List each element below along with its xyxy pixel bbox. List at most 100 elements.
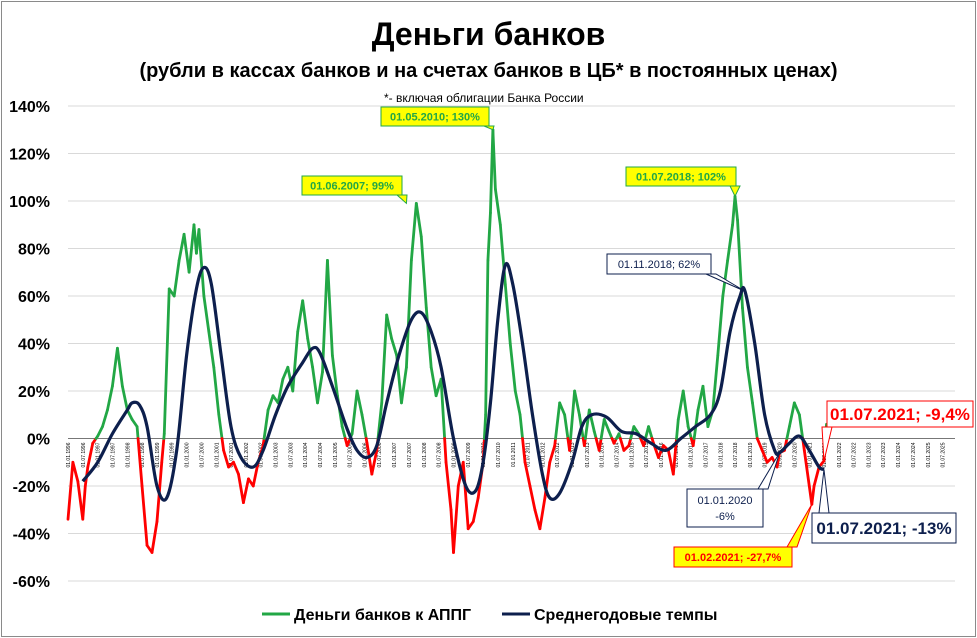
series-segment [788,401,796,429]
x-tick-label: 01.07.1999 [170,442,176,467]
annotation-box [606,253,712,275]
series-segment [135,425,140,440]
y-tick-label: 40% [18,337,50,354]
annotation-pointer [395,194,408,205]
legend: Деньги банков к АППГ Среднегодовые темпы [262,607,717,624]
annotation-label: 01.07.2021; -9,4% [830,405,970,424]
x-tick-label: 01.01.2023 [867,442,873,467]
annotation-label: 01.06.2007; 99% [310,180,394,192]
series-segment [321,258,329,374]
series-segment [484,258,490,417]
series-segment [452,484,460,554]
series-segment [251,460,260,488]
series-segment [523,460,532,488]
series-segment [471,496,480,524]
series-segment [810,484,816,506]
series-segment [554,401,562,440]
x-tick-label: 01.01.2016 [659,442,665,467]
annotation-box [811,512,957,544]
series-segment [466,520,475,531]
series-segment [160,437,166,464]
series-segment [150,520,159,554]
x-tick-label: 01.07.2011 [525,442,531,467]
x-tick-label: 01.07.2004 [318,442,324,467]
series-segment [350,389,359,436]
annotation-box [380,106,490,127]
annotation-pointer [786,504,813,548]
series-segment [726,223,734,262]
series-segment [569,389,577,440]
series-segment [340,425,347,440]
x-tick-label: 01.07.2000 [199,442,205,467]
annotation-box [625,166,737,187]
series-segment [276,377,285,405]
chart-footnote: *- включая облигации Банка России [384,91,584,105]
x-tick-label: 01.01.2009 [452,442,458,467]
series-segment [618,437,626,452]
series-segment [568,437,572,452]
x-tick-label: 01.01.2015 [629,442,635,467]
x-tick-label: 01.01.2022 [837,442,843,467]
annotation-label: 01.02.2021; -27,7% [685,552,782,564]
series-segment [558,401,567,417]
x-tick-label: 01.01.2017 [689,442,695,467]
x-tick-label: 01.07.2017 [703,442,709,467]
x-tick-label: 01.07.2008 [437,442,443,467]
series-segment [86,441,95,469]
x-tick-label: 01.01.2018 [718,442,724,467]
annotation-box [826,400,974,428]
series-segment [266,394,275,412]
series-segment [355,389,364,417]
series-segment [597,437,603,452]
x-tick-label: 01.07.2022 [852,442,858,467]
series-segment [792,401,801,417]
series-segment [311,365,319,405]
annotation-label: -6% [715,511,735,523]
series-segment [583,408,591,440]
series-segment [797,413,805,440]
series-segment [602,418,611,433]
series-segment [182,232,191,274]
annotation-pointer [729,185,741,198]
series-segment [508,342,517,393]
x-tick-label: 01.01.1997 [96,442,102,467]
series-segment [405,258,413,369]
x-tick-label: 01.07.2003 [288,442,294,467]
series-segment [116,346,124,388]
series-segment [380,313,389,405]
x-tick-label: 01.07.2014 [614,442,620,467]
series-segment [301,299,310,341]
annotation-box [301,175,403,196]
series-segment [802,448,811,488]
annotation-label: 01.11.2018; 62% [618,259,701,271]
y-tick-label: -40% [13,527,50,544]
series-segment [675,418,680,440]
x-tick-label: 01.07.2006 [377,442,383,467]
y-tick-label: 100% [9,194,50,211]
x-tick-label: 01.07.2007 [407,442,413,467]
series-segment [222,448,230,469]
legend-label: Среднегодовые темпы [534,607,717,624]
x-tick-label: 01.07.1997 [110,442,116,467]
series-segment [207,330,216,369]
x-tick-label: 01.01.2004 [303,442,309,467]
annotation-box [686,488,764,528]
y-tick-label: 20% [18,384,50,401]
x-tick-label: 01.07.1996 [81,442,87,467]
x-tick-label: 01.07.2019 [763,442,769,467]
series-segment [587,408,596,433]
series-segment [518,413,524,440]
legend-label: Деньги банков к АППГ [294,607,471,624]
series-segment [316,370,324,405]
annotations: 01.05.2010; 130% 01.06.2007; 99% 01.07.201… [301,106,974,568]
series-segment [365,441,374,476]
x-tick-label: 01.01.2002 [244,442,250,467]
annotation-pointer [757,452,781,490]
x-tick-label: 01.07.2018 [733,442,739,467]
x-tick-label: 01.07.2012 [555,442,561,467]
y-tick-label: 0% [27,432,50,449]
series-segment [716,294,725,357]
x-tick-label: 01.07.2001 [229,442,235,467]
series-segment [493,187,502,227]
y-tick-label: -20% [13,479,50,496]
